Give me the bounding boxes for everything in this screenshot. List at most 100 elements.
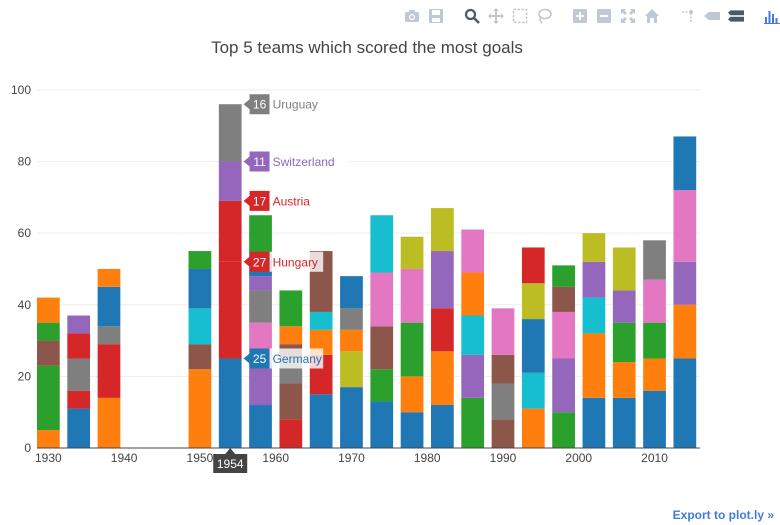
- bar-segment[interactable]: [370, 369, 394, 402]
- bar-segment[interactable]: [67, 358, 91, 391]
- bar-segment[interactable]: [340, 351, 363, 388]
- bar-segment[interactable]: [431, 351, 454, 406]
- bar-segment[interactable]: [461, 229, 485, 273]
- bar-segment[interactable]: [67, 315, 91, 334]
- bar-segment[interactable]: [491, 308, 515, 355]
- bar-segment[interactable]: [491, 419, 515, 448]
- bar-segment[interactable]: [431, 208, 454, 252]
- box-select-icon[interactable]: [510, 6, 530, 26]
- bar-segment[interactable]: [612, 290, 636, 323]
- bar-segment[interactable]: [582, 333, 606, 398]
- hover-compare-icon[interactable]: [726, 6, 746, 26]
- bar-segment[interactable]: [249, 215, 272, 259]
- bar-segment[interactable]: [582, 297, 606, 334]
- bar-segment[interactable]: [643, 390, 666, 448]
- plotly-logo-icon[interactable]: [762, 6, 780, 26]
- bar-segment[interactable]: [249, 362, 272, 406]
- bar-segment[interactable]: [461, 272, 485, 316]
- bar-segment[interactable]: [309, 311, 333, 330]
- bar-segment[interactable]: [612, 397, 636, 448]
- zoom-out-icon[interactable]: [594, 6, 614, 26]
- bar-segment[interactable]: [552, 358, 575, 413]
- zoom-icon[interactable]: [462, 6, 482, 26]
- pan-icon[interactable]: [486, 6, 506, 26]
- bar-segment[interactable]: [188, 268, 212, 309]
- bar-segment[interactable]: [37, 430, 60, 448]
- bar-segment[interactable]: [673, 304, 697, 359]
- bar-segment[interactable]: [249, 405, 272, 448]
- bar-segment[interactable]: [67, 333, 91, 359]
- bar-segment[interactable]: [370, 272, 394, 327]
- bar-segment[interactable]: [521, 408, 545, 448]
- bar-segment[interactable]: [400, 376, 424, 413]
- save-icon[interactable]: [426, 6, 446, 26]
- bar-segment[interactable]: [673, 358, 697, 448]
- bar-segment[interactable]: [643, 240, 666, 280]
- bar-segment[interactable]: [249, 290, 272, 323]
- bar-segment[interactable]: [521, 283, 545, 320]
- bar-segment[interactable]: [37, 365, 60, 431]
- bar-segment[interactable]: [340, 276, 363, 309]
- bar-segment[interactable]: [279, 383, 303, 420]
- bar-segment[interactable]: [188, 308, 212, 345]
- bar-segment[interactable]: [188, 344, 212, 370]
- bar-segment[interactable]: [370, 401, 394, 448]
- bar-segment[interactable]: [552, 286, 575, 312]
- bar-segment[interactable]: [431, 251, 454, 309]
- bar-segment[interactable]: [431, 308, 454, 352]
- bar-segment[interactable]: [673, 261, 697, 305]
- bar-segment[interactable]: [552, 265, 575, 287]
- bar-segment[interactable]: [521, 372, 545, 409]
- bar-segment[interactable]: [582, 233, 606, 262]
- camera-icon[interactable]: [402, 6, 422, 26]
- bar-segment[interactable]: [370, 215, 394, 273]
- bar-segment[interactable]: [612, 247, 636, 291]
- autoscale-icon[interactable]: [618, 6, 638, 26]
- bar-segment[interactable]: [673, 190, 697, 262]
- bar-segment[interactable]: [400, 268, 424, 323]
- bar-segment[interactable]: [552, 311, 575, 359]
- bar-segment[interactable]: [400, 322, 424, 377]
- bar-segment[interactable]: [309, 394, 333, 448]
- bar-segment[interactable]: [218, 161, 242, 201]
- bar-segment[interactable]: [643, 279, 666, 323]
- bar-segment[interactable]: [218, 104, 242, 162]
- bar-segment[interactable]: [461, 354, 485, 398]
- bar-segment[interactable]: [491, 354, 515, 384]
- bar-segment[interactable]: [279, 419, 303, 448]
- bar-segment[interactable]: [582, 261, 606, 298]
- bar-segment[interactable]: [400, 236, 424, 269]
- bar-segment[interactable]: [279, 290, 303, 327]
- bar-segment[interactable]: [521, 247, 545, 284]
- bar-segment[interactable]: [643, 322, 666, 359]
- bar-segment[interactable]: [218, 358, 242, 448]
- bar-segment[interactable]: [37, 322, 60, 341]
- bar-segment[interactable]: [461, 315, 485, 355]
- hover-closest-icon[interactable]: [702, 6, 722, 26]
- zoom-in-icon[interactable]: [570, 6, 590, 26]
- bar-segment[interactable]: [37, 340, 60, 366]
- bar-segment[interactable]: [582, 397, 606, 448]
- bar-segment[interactable]: [97, 344, 121, 398]
- bar-segment[interactable]: [218, 200, 242, 262]
- bar-segment[interactable]: [612, 322, 636, 363]
- spike-lines-icon[interactable]: [678, 6, 698, 26]
- bar-segment[interactable]: [461, 397, 485, 448]
- bar-segment[interactable]: [279, 326, 303, 345]
- bar-segment[interactable]: [491, 383, 515, 420]
- bar-segment[interactable]: [97, 286, 121, 327]
- bar-segment[interactable]: [188, 369, 212, 448]
- bar-segment[interactable]: [673, 136, 697, 191]
- bar-segment[interactable]: [340, 387, 363, 448]
- bar-segment[interactable]: [97, 397, 121, 448]
- bar-segment[interactable]: [431, 405, 454, 448]
- bar-segment[interactable]: [218, 261, 242, 359]
- bar-segment[interactable]: [249, 276, 272, 291]
- bar-segment[interactable]: [370, 326, 394, 370]
- bar-segment[interactable]: [67, 408, 91, 448]
- bar-segment[interactable]: [552, 412, 575, 448]
- bar-segment[interactable]: [340, 329, 363, 352]
- bar-segment[interactable]: [340, 308, 363, 330]
- bar-segment[interactable]: [612, 362, 636, 398]
- lasso-select-icon[interactable]: [534, 6, 554, 26]
